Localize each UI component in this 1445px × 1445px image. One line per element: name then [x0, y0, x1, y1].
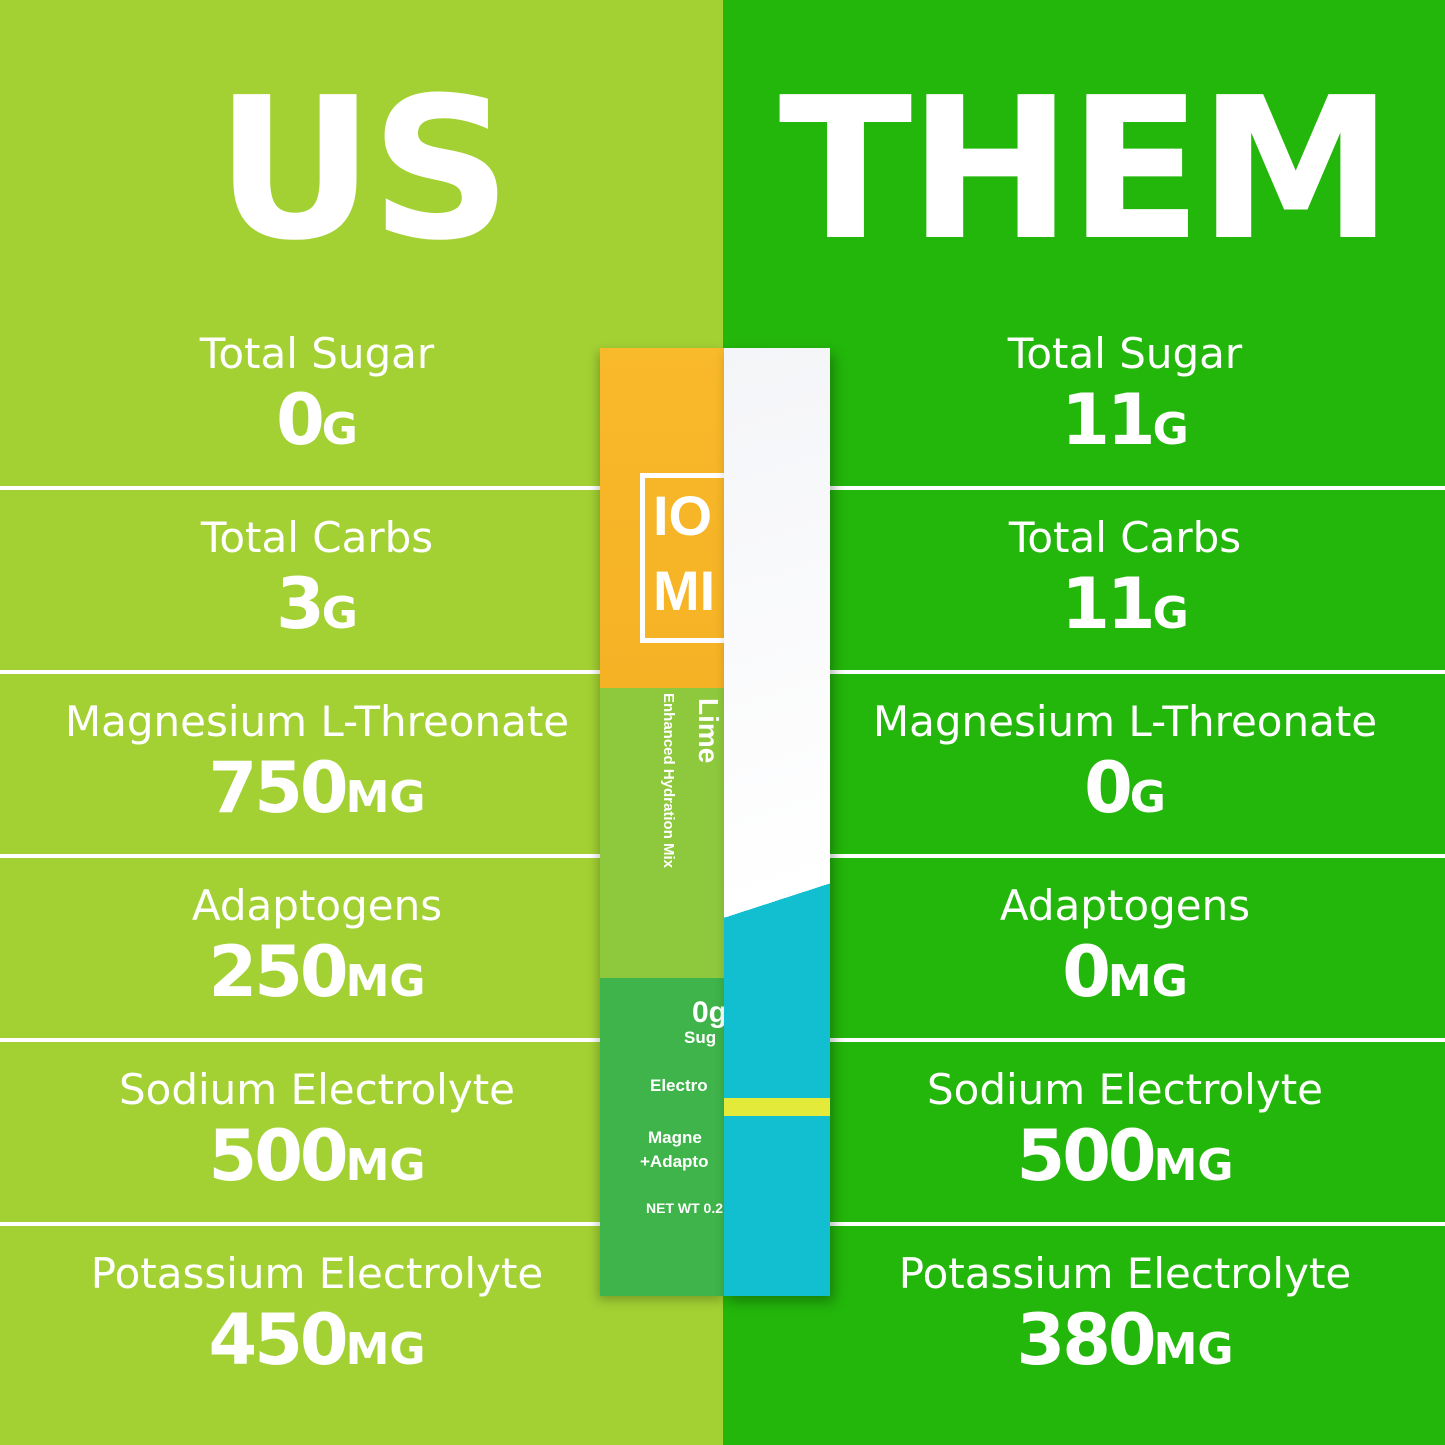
value-unit: G	[321, 588, 358, 639]
value-unit: G	[1129, 772, 1166, 823]
value-unit: G	[1152, 588, 1189, 639]
nutrient-value: 450MG	[0, 1298, 634, 1392]
nutrient-label: Potassium Electrolyte	[898, 1249, 1352, 1298]
value-unit: MG	[1107, 956, 1188, 1007]
nutrient-value: 3G	[0, 562, 634, 656]
row-divider	[815, 486, 1445, 490]
them-product-packet	[724, 348, 830, 1296]
row-divider	[815, 1038, 1445, 1042]
row-divider	[0, 670, 620, 674]
value-unit: MG	[1153, 1140, 1234, 1191]
row-divider	[0, 486, 620, 490]
them-row: Total Carbs 11G	[805, 514, 1445, 656]
them-row: Adaptogens 0MG	[805, 882, 1445, 1024]
value-unit: G	[1152, 404, 1189, 455]
them-panel: THEM Total Sugar 11G Total Carbs 11G Magne…	[723, 0, 1445, 1445]
nutrient-value: 500MG	[805, 1114, 1445, 1208]
nutrient-label: Total Carbs	[200, 513, 434, 562]
them-row: Sodium Electrolyte 500MG	[805, 1066, 1445, 1208]
value-number: 0	[276, 379, 325, 461]
them-title: THEM	[778, 56, 1394, 284]
nutrient-label: Total Sugar	[199, 329, 435, 378]
value-number: 11	[1061, 379, 1155, 461]
nutrient-value: 11G	[805, 562, 1445, 656]
row-divider	[815, 670, 1445, 674]
nutrient-label: Adaptogens	[999, 881, 1251, 930]
them-row: Potassium Electrolyte 380MG	[805, 1250, 1445, 1392]
them-row: Total Sugar 11G	[805, 330, 1445, 472]
value-number: 250	[208, 931, 348, 1013]
value-number: 0	[1084, 747, 1133, 829]
nutrient-value: 500MG	[0, 1114, 634, 1208]
net-weight: NET WT 0.2	[646, 1200, 724, 1216]
nutrient-label: Magnesium L-Threonate	[64, 697, 570, 746]
value-number: 3	[276, 563, 325, 645]
nutrient-label: Adaptogens	[191, 881, 443, 930]
row-divider	[815, 854, 1445, 858]
nutrient-value: 11G	[805, 378, 1445, 472]
nutrient-value: 0G	[0, 378, 634, 472]
nutrient-label: Total Carbs	[1008, 513, 1242, 562]
nutrient-label: Sodium Electrolyte	[118, 1065, 516, 1114]
value-number: 500	[1016, 1115, 1156, 1197]
us-row: Total Sugar 0G	[0, 330, 634, 472]
us-product-packet: IO MI Lime Enhanced Hydration Mix 0g Sug …	[600, 348, 728, 1296]
nutrient-value: 0G	[805, 746, 1445, 840]
sugar-value: 0g	[692, 996, 728, 1029]
packet-stripe	[724, 1098, 830, 1116]
value-unit: MG	[1153, 1324, 1234, 1375]
value-unit: G	[321, 404, 358, 455]
row-divider	[0, 1038, 620, 1042]
us-row: Magnesium L-Threonate 750MG	[0, 698, 634, 840]
magnesium-line: Magne	[648, 1128, 702, 1147]
nutrient-label: Potassium Electrolyte	[90, 1249, 544, 1298]
us-title: US	[215, 56, 511, 284]
nutrient-value: 380MG	[805, 1298, 1445, 1392]
us-row: Sodium Electrolyte 500MG	[0, 1066, 634, 1208]
us-row: Total Carbs 3G	[0, 514, 634, 656]
them-row: Magnesium L-Threonate 0G	[805, 698, 1445, 840]
nutrient-label: Sodium Electrolyte	[926, 1065, 1324, 1114]
electrolyte-line: Electro	[650, 1076, 708, 1095]
brand-logo: IO MI	[640, 473, 724, 643]
nutrient-value: 0MG	[805, 930, 1445, 1024]
nutrient-label: Total Sugar	[1007, 329, 1243, 378]
value-number: 0	[1062, 931, 1111, 1013]
flavor-label: Lime	[693, 698, 724, 764]
nutrient-value: 250MG	[0, 930, 634, 1024]
product-subtitle: Enhanced Hydration Mix	[660, 693, 677, 869]
us-row: Adaptogens 250MG	[0, 882, 634, 1024]
row-divider	[815, 1222, 1445, 1226]
value-unit: MG	[345, 772, 426, 823]
value-unit: MG	[345, 1140, 426, 1191]
value-number: 500	[208, 1115, 348, 1197]
value-number: 11	[1061, 563, 1155, 645]
sugar-label: Sug	[684, 1028, 717, 1047]
value-number: 750	[208, 747, 348, 829]
value-unit: MG	[345, 1324, 426, 1375]
nutrient-label: Magnesium L-Threonate	[872, 697, 1378, 746]
value-number: 450	[208, 1299, 348, 1381]
row-divider	[0, 1222, 620, 1226]
value-number: 380	[1016, 1299, 1156, 1381]
us-row: Potassium Electrolyte 450MG	[0, 1250, 634, 1392]
nutrient-value: 750MG	[0, 746, 634, 840]
row-divider	[0, 854, 620, 858]
value-unit: MG	[345, 956, 426, 1007]
adaptogen-line: +Adapto	[640, 1152, 709, 1171]
